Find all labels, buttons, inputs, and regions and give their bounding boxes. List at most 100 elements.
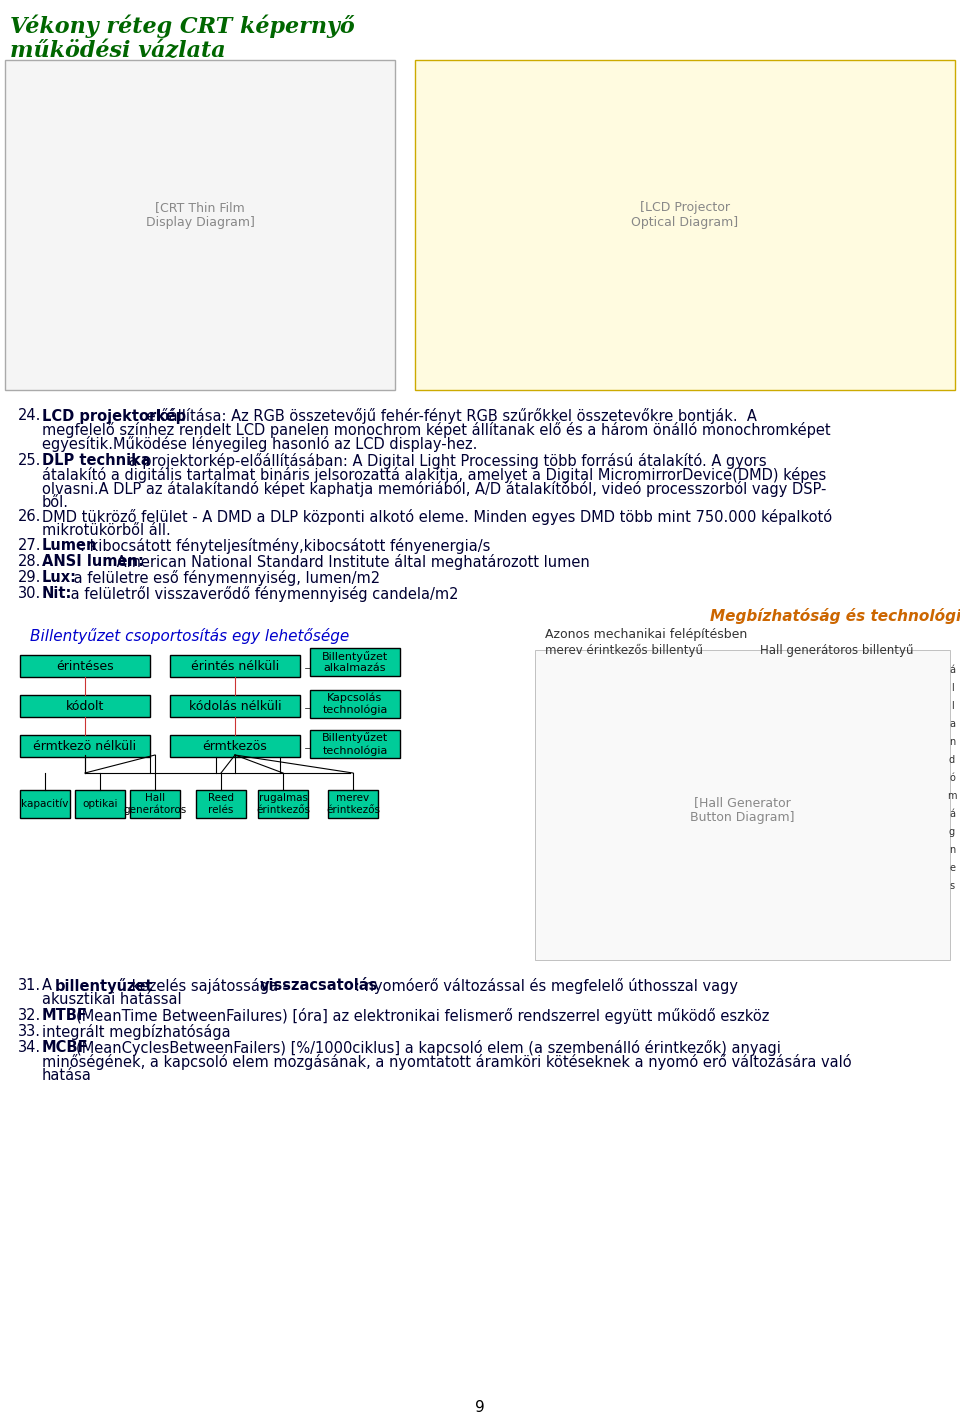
Text: 30.: 30.: [18, 586, 41, 600]
FancyBboxPatch shape: [170, 656, 300, 677]
Text: á: á: [949, 666, 955, 675]
FancyBboxPatch shape: [310, 690, 400, 718]
Text: minőségének, a kapcsoló elem mozgásának, a nyomtatott áramköri kötéseknek a nyom: minőségének, a kapcsoló elem mozgásának,…: [42, 1054, 852, 1070]
Text: [CRT Thin Film
Display Diagram]: [CRT Thin Film Display Diagram]: [146, 201, 254, 229]
FancyBboxPatch shape: [20, 656, 150, 677]
FancyBboxPatch shape: [20, 695, 150, 716]
Text: billentyűzet: billentyűzet: [55, 978, 154, 994]
Text: Billentyűzet
technológia: Billentyűzet technológia: [322, 732, 388, 756]
Text: ből.: ből.: [42, 496, 69, 510]
Text: érmtkezös: érmtkezös: [203, 739, 268, 752]
Text: előállítása: Az RGB összetevőjű fehér-fényt RGB szűrőkkel összetevőkre bontják. : előállítása: Az RGB összetevőjű fehér-fé…: [142, 408, 756, 423]
FancyBboxPatch shape: [170, 695, 300, 716]
Text: Azonos mechanikai felépítésben: Azonos mechanikai felépítésben: [545, 629, 747, 641]
Text: a felületre eső fénymennyiség, lumen/m2: a felületre eső fénymennyiség, lumen/m2: [69, 571, 380, 586]
Text: 31.: 31.: [18, 978, 41, 993]
Text: Lux:: Lux:: [42, 571, 77, 585]
Text: : kibocsátott fényteljesítmény,kibocsátott fényenergia/s: : kibocsátott fényteljesítmény,kibocsáto…: [80, 538, 491, 554]
FancyBboxPatch shape: [328, 790, 378, 818]
Text: érintés nélküli: érintés nélküli: [191, 660, 279, 673]
Text: (MeanTime BetweenFailures) [óra] az elektronikai felismerő rendszerrel együtt mű: (MeanTime BetweenFailures) [óra] az elek…: [76, 1008, 769, 1024]
Text: Reed
relés: Reed relés: [208, 793, 234, 814]
Text: 33.: 33.: [18, 1024, 41, 1039]
Text: (MeanCyclesBetweenFailers) [%/1000ciklus] a kapcsoló elem (a szembenálló érintke: (MeanCyclesBetweenFailers) [%/1000ciklus…: [76, 1039, 780, 1056]
Text: Billentyűzet csoportosítás egy lehetősége: Billentyűzet csoportosítás egy lehetőség…: [30, 629, 349, 644]
Text: olvasni.A DLP az átalakítandó képet kaphatja memóriából, A/D átalakítóból, videó: olvasni.A DLP az átalakítandó képet kaph…: [42, 481, 827, 497]
Text: a projektorkép-előállításában: A Digital Light Processing több forrású átalakító: a projektorkép-előállításában: A Digital…: [124, 453, 767, 469]
Text: merev érintkezős billentyű: merev érintkezős billentyű: [545, 644, 703, 657]
Text: : nyomóerő változással és megfelelő úthosszal vagy: : nyomóerő változással és megfelelő útho…: [355, 978, 738, 994]
Text: l: l: [950, 683, 953, 692]
FancyBboxPatch shape: [20, 735, 150, 758]
Text: s: s: [949, 881, 954, 891]
Text: 29.: 29.: [18, 571, 41, 585]
Text: kódolás nélküli: kódolás nélküli: [189, 700, 281, 712]
Text: Nit:: Nit:: [42, 586, 72, 600]
Text: Kapcsolás
technológia: Kapcsolás technológia: [323, 692, 388, 715]
FancyBboxPatch shape: [415, 59, 955, 389]
FancyBboxPatch shape: [196, 790, 246, 818]
Text: MTBF: MTBF: [42, 1008, 88, 1022]
Text: Hall
generátoros: Hall generátoros: [124, 793, 186, 816]
Text: DLP technika: DLP technika: [42, 453, 151, 469]
Text: [LCD Projector
Optical Diagram]: [LCD Projector Optical Diagram]: [632, 201, 738, 229]
Text: Lumen: Lumen: [42, 538, 98, 554]
Text: integrált megbízhatósága: integrált megbízhatósága: [42, 1024, 230, 1039]
Text: optikai: optikai: [83, 799, 118, 809]
Text: m: m: [948, 792, 957, 801]
Text: 24.: 24.: [18, 408, 41, 423]
FancyBboxPatch shape: [535, 650, 950, 960]
Text: MCBF: MCBF: [42, 1039, 88, 1055]
FancyBboxPatch shape: [75, 790, 125, 818]
Text: érintéses: érintéses: [57, 660, 114, 673]
Text: kódolt: kódolt: [66, 700, 105, 712]
Text: LCD projektorkép: LCD projektorkép: [42, 408, 186, 423]
FancyBboxPatch shape: [5, 59, 395, 389]
Text: merev
érintkezős: merev érintkezős: [326, 793, 380, 814]
Text: 34.: 34.: [18, 1039, 41, 1055]
FancyBboxPatch shape: [310, 731, 400, 758]
Text: kapacitív: kapacitív: [21, 799, 69, 810]
Text: működési vázlata: működési vázlata: [10, 40, 226, 62]
Text: 27.: 27.: [18, 538, 41, 554]
Text: 32.: 32.: [18, 1008, 41, 1022]
Text: American National Standard Institute által meghatározott lumen: American National Standard Institute ált…: [112, 554, 589, 571]
Text: g: g: [948, 827, 955, 837]
FancyBboxPatch shape: [20, 790, 70, 818]
Text: a: a: [949, 719, 955, 729]
Text: átalakító a digitális tartalmat bináris jelsorozattá alakítja, amelyet a Digital: átalakító a digitális tartalmat bináris …: [42, 467, 827, 483]
Text: rugalmas
érintkezős: rugalmas érintkezős: [256, 793, 310, 814]
Text: 26.: 26.: [18, 508, 41, 524]
Text: e: e: [949, 862, 955, 874]
Text: akusztikai hatással: akusztikai hatással: [42, 993, 181, 1007]
Text: [Hall Generator
Button Diagram]: [Hall Generator Button Diagram]: [689, 796, 794, 824]
Text: ó: ó: [949, 773, 955, 783]
FancyBboxPatch shape: [258, 790, 308, 818]
Text: á: á: [949, 809, 955, 818]
Text: Billentyűzet
alkalmazás: Billentyűzet alkalmazás: [322, 651, 388, 673]
FancyBboxPatch shape: [170, 735, 300, 758]
Text: a felületről visszaverődő fénymennyiség candela/m2: a felületről visszaverődő fénymennyiség …: [66, 586, 459, 602]
Text: megfelelő színhez rendelt LCD panelen monochrom képet állítanak elő és a három ö: megfelelő színhez rendelt LCD panelen mo…: [42, 422, 830, 438]
Text: Vékony réteg CRT képernyő: Vékony réteg CRT képernyő: [10, 16, 355, 38]
Text: ANSI lumen:: ANSI lumen:: [42, 554, 144, 569]
Text: d: d: [948, 755, 955, 765]
Text: mikrotükörből áll.: mikrotükörből áll.: [42, 523, 171, 538]
Text: DMD tükröző felület - A DMD a DLP központi alkotó eleme. Minden egyes DMD több m: DMD tükröző felület - A DMD a DLP közpon…: [42, 508, 832, 525]
Text: 28.: 28.: [18, 554, 41, 569]
Text: egyesítik.Működése lényegileg hasonló az LCD display-hez.: egyesítik.Működése lényegileg hasonló az…: [42, 436, 477, 452]
Text: n: n: [948, 736, 955, 748]
Text: érmtkezö nélküli: érmtkezö nélküli: [34, 739, 136, 752]
Text: visszacsatolás: visszacsatolás: [260, 978, 378, 993]
Text: Hall generátoros billentyű: Hall generátoros billentyű: [760, 644, 914, 657]
Text: Megbízhatóság és technológia: Megbízhatóság és technológia: [710, 607, 960, 624]
Text: l: l: [950, 701, 953, 711]
Text: 9: 9: [475, 1400, 485, 1415]
FancyBboxPatch shape: [130, 790, 180, 818]
Text: hatása: hatása: [42, 1068, 92, 1083]
Text: n: n: [948, 845, 955, 855]
Text: A: A: [42, 978, 57, 993]
FancyBboxPatch shape: [310, 649, 400, 675]
Text: 25.: 25.: [18, 453, 41, 469]
Text: kezelés sajátossága –: kezelés sajátossága –: [127, 978, 295, 994]
